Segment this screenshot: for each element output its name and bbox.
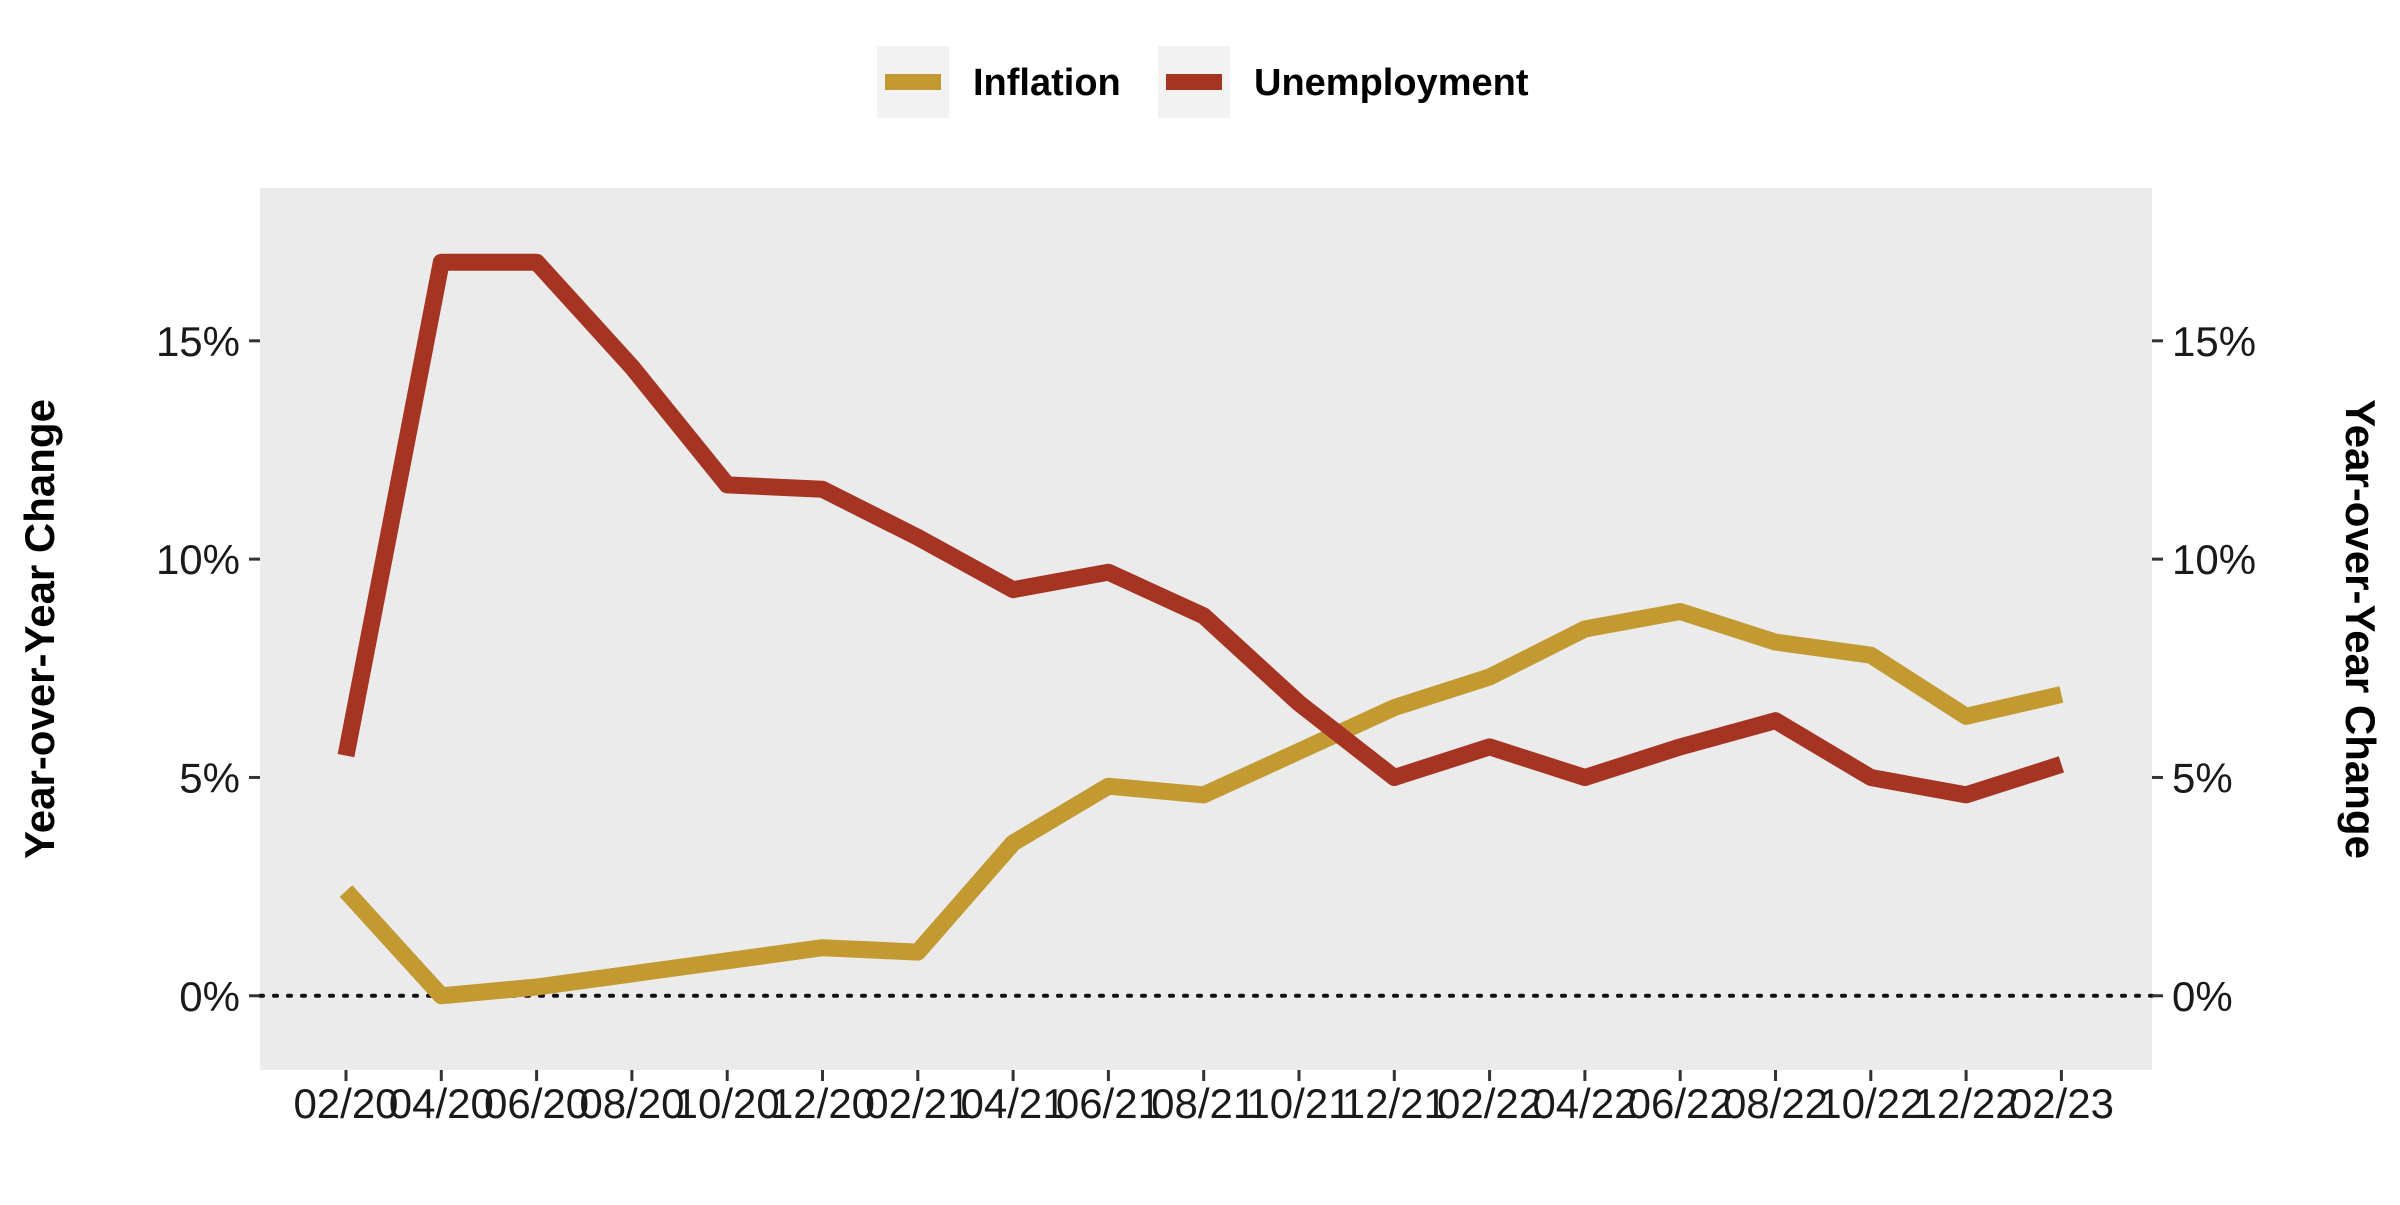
legend: Inflation Unemployment	[877, 46, 1529, 118]
x-tick-label: 12/21	[1342, 1080, 1447, 1127]
x-tick-label: 06/20	[484, 1080, 589, 1127]
x-tick-label: 04/21	[961, 1080, 1066, 1127]
x-tick-label: 10/22	[1818, 1080, 1923, 1127]
x-tick-label: 06/21	[1056, 1080, 1161, 1127]
right-y-axis-title: Year-over-Year Change	[2337, 399, 2384, 859]
x-tick-label: 10/20	[675, 1080, 780, 1127]
left-y-axis: 0% 5% 10% 15%	[156, 318, 260, 1020]
x-tick-label: 02/22	[1437, 1080, 1542, 1127]
x-tick-label: 12/22	[1914, 1080, 2019, 1127]
series-line-inflation	[339, 603, 2064, 1005]
x-tick-label: 06/22	[1628, 1080, 1733, 1127]
right-y-tick-label: 10%	[2172, 536, 2256, 583]
x-tick-label: 04/22	[1532, 1080, 1637, 1127]
legend-label-unemployment: Unemployment	[1254, 62, 1529, 104]
x-tick-label: 10/21	[1246, 1080, 1351, 1127]
right-y-tick-label: 0%	[2172, 973, 2233, 1020]
legend-label-inflation: Inflation	[973, 62, 1121, 104]
x-tick-label: 02/23	[2009, 1080, 2114, 1127]
x-tick-label: 08/22	[1723, 1080, 1828, 1127]
left-y-tick-label: 0%	[179, 973, 240, 1020]
x-tick-label: 02/20	[293, 1080, 398, 1127]
left-y-axis-title: Year-over-Year Change	[16, 399, 63, 859]
right-y-tick-label: 5%	[2172, 754, 2233, 801]
x-axis: 02/2004/2006/2008/2010/2012/2002/2104/21…	[293, 1070, 2114, 1127]
x-tick-label: 08/21	[1151, 1080, 1256, 1127]
series-lines	[337, 253, 2064, 1005]
x-tick-label: 02/21	[865, 1080, 970, 1127]
series-line-unemployment	[337, 253, 2064, 804]
x-tick-label: 08/20	[579, 1080, 684, 1127]
right-y-tick-label: 15%	[2172, 318, 2256, 365]
left-y-tick-label: 15%	[156, 318, 240, 365]
left-y-tick-label: 10%	[156, 536, 240, 583]
right-y-axis: 0% 5% 10% 15%	[2152, 318, 2256, 1020]
x-tick-label: 12/20	[770, 1080, 875, 1127]
left-y-tick-label: 5%	[179, 754, 240, 801]
x-tick-label: 04/20	[389, 1080, 494, 1127]
